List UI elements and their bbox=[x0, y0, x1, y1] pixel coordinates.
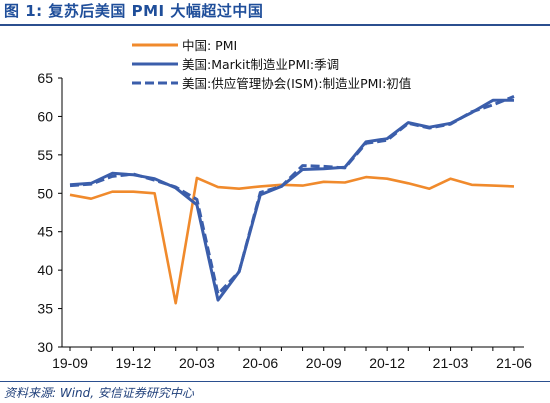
y-tick-label: 45 bbox=[37, 224, 53, 240]
series-line-3 bbox=[69, 95, 515, 296]
x-tick-label: 20-09 bbox=[306, 355, 342, 371]
x-tick-label: 21-06 bbox=[496, 355, 532, 371]
x-tick-label: 20-12 bbox=[369, 355, 405, 371]
chart-title: 图 1: 复苏后美国 PMI 大幅超过中国 bbox=[4, 2, 264, 20]
y-tick-label: 60 bbox=[37, 108, 53, 124]
y-tick-label: 30 bbox=[37, 339, 53, 355]
y-tick-label: 40 bbox=[37, 262, 53, 278]
source-divider bbox=[0, 381, 550, 382]
series-line-1 bbox=[69, 175, 515, 305]
series-line-2 bbox=[69, 98, 514, 302]
legend-label-1: 中国: PMI bbox=[182, 38, 237, 53]
y-tick-label: 35 bbox=[37, 301, 53, 317]
y-tick-label: 65 bbox=[37, 70, 53, 86]
title-divider bbox=[0, 24, 550, 26]
legend-label-2: 美国:Markit制造业PMI:季调 bbox=[182, 57, 339, 72]
x-tick-label: 20-06 bbox=[242, 355, 278, 371]
x-tick-label: 21-03 bbox=[433, 355, 469, 371]
legend-label-3: 美国:供应管理协会(ISM):制造业PMI:初值 bbox=[182, 76, 411, 91]
x-tick-label: 19-09 bbox=[52, 355, 88, 371]
y-tick-label: 55 bbox=[37, 147, 53, 163]
x-tick-label: 20-03 bbox=[179, 355, 215, 371]
x-tick-label: 19-12 bbox=[116, 355, 152, 371]
y-tick-label: 50 bbox=[37, 185, 53, 201]
source-note: 资料来源: Wind, 安信证券研究中心 bbox=[4, 386, 194, 400]
